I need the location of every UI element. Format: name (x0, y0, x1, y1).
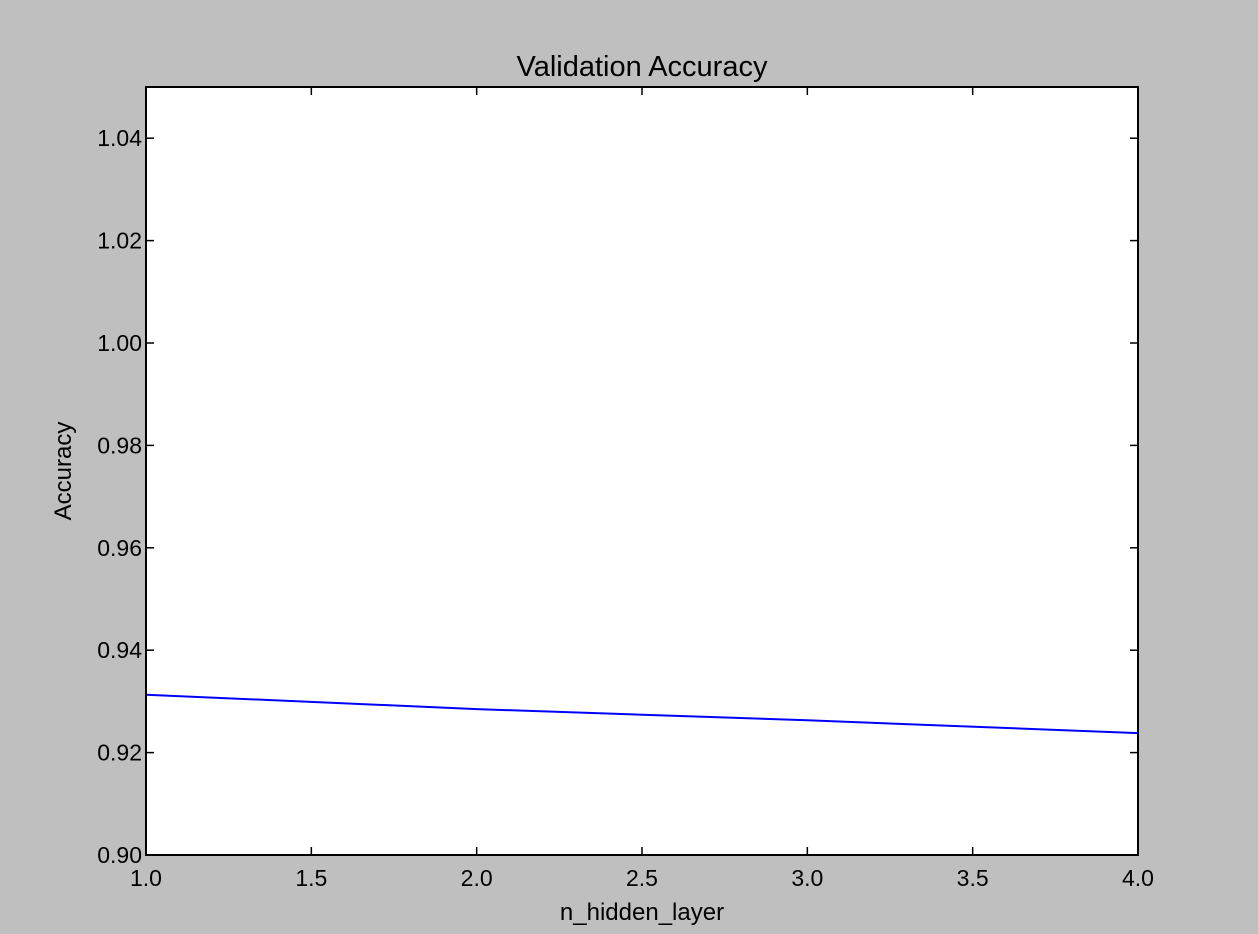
x-tick-label: 2.0 (461, 865, 493, 891)
x-tick-label: 2.5 (626, 865, 658, 891)
series-layer (145, 693, 1139, 735)
x-tick-label: 3.0 (791, 865, 823, 891)
x-tick-label: 3.5 (957, 865, 989, 891)
y-axis-ticks: 0.90 0.92 0.94 0.96 0.98 1.00 1.02 1.04 (97, 125, 1138, 868)
y-tick-label: 0.96 (97, 535, 142, 561)
chart-title: Validation Accuracy (517, 51, 768, 83)
y-axis-label: Accuracy (50, 422, 77, 521)
plot-area (146, 87, 1138, 855)
y-tick-label: 1.02 (97, 228, 142, 254)
y-tick-label: 1.00 (97, 330, 142, 356)
x-axis-ticks: 1.0 1.5 2.0 2.5 3.0 3.5 4.0 (130, 87, 1154, 891)
x-tick-label: 1.5 (295, 865, 327, 891)
x-tick-label: 1.0 (130, 865, 162, 891)
y-tick-label: 0.94 (97, 637, 142, 663)
y-tick-label: 0.90 (97, 842, 142, 868)
y-tick-label: 0.92 (97, 740, 142, 766)
x-tick-label: 4.0 (1122, 865, 1154, 891)
y-tick-label: 1.04 (97, 125, 142, 151)
x-axis-label: n_hidden_layer (560, 899, 724, 926)
accuracy-line (145, 693, 1139, 735)
y-tick-label: 0.98 (97, 432, 142, 458)
